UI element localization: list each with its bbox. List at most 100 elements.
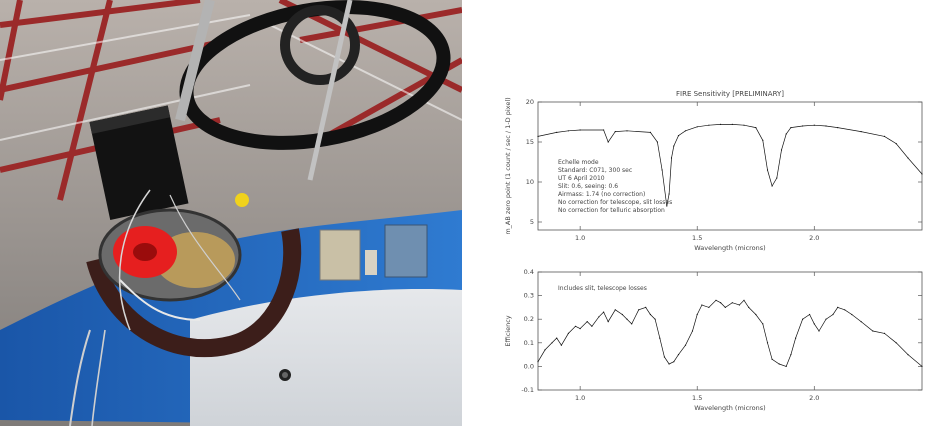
- data-point: [626, 130, 628, 132]
- data-point: [670, 157, 673, 159]
- data-point: [666, 205, 668, 207]
- data-point: [844, 309, 846, 311]
- x-axis-label: Wavelength (microns): [694, 244, 765, 252]
- data-point: [638, 309, 640, 311]
- data-point: [579, 129, 581, 131]
- data-point: [837, 306, 839, 308]
- data-point: [883, 135, 886, 137]
- data-point: [591, 325, 593, 327]
- data-point: [743, 299, 745, 301]
- data-point: [659, 337, 661, 339]
- data-point: [895, 143, 897, 145]
- data-point: [663, 356, 665, 358]
- data-point: [785, 365, 787, 367]
- data-point: [907, 157, 909, 159]
- data-point: [743, 124, 745, 126]
- data-point: [780, 149, 783, 151]
- chart-frame-1: [537, 271, 923, 391]
- data-point: [708, 306, 710, 308]
- data-point: [684, 344, 687, 346]
- data-point: [720, 302, 722, 304]
- data-point: [607, 141, 609, 143]
- data-point: [813, 323, 815, 325]
- data-point: [921, 173, 923, 175]
- data-point: [895, 342, 897, 344]
- y-axis-label: m_AB zero point (1 count / sec / 1-D pix…: [504, 97, 512, 234]
- data-point: [603, 129, 605, 131]
- data-point: [762, 139, 764, 141]
- data-point: [755, 127, 757, 129]
- data-point: [567, 332, 569, 334]
- data-point: [631, 323, 633, 325]
- y-axis-label: Efficiency: [504, 315, 512, 346]
- data-point: [837, 127, 839, 129]
- data-point: [556, 131, 558, 133]
- x-tick-label: 2.0: [809, 234, 819, 242]
- data-point: [614, 131, 616, 133]
- y-tick-label: 0.3: [524, 292, 534, 300]
- data-point: [626, 318, 628, 320]
- data-point: [785, 133, 787, 135]
- data-point: [778, 363, 780, 365]
- y-tick-label: -0.1: [521, 386, 534, 394]
- data-point: [645, 306, 647, 308]
- data-point: [677, 135, 680, 137]
- data-point: [724, 306, 726, 308]
- data-point: [832, 313, 834, 316]
- y-tick-label: 0.0: [524, 362, 534, 370]
- chart-annotation: No correction for telescope, slit losses: [558, 199, 672, 206]
- data-point: [731, 302, 733, 304]
- chart-annotation: Airmass: 1.74 (no correction): [558, 191, 645, 198]
- series-line-1: [537, 299, 923, 367]
- data-point: [567, 130, 569, 132]
- data-point: [776, 177, 778, 179]
- data-point: [691, 330, 694, 332]
- y-tick-label: 5: [530, 218, 534, 226]
- data-point: [673, 361, 675, 363]
- chart-annotation: Standard: C071, 300 sec: [558, 167, 632, 174]
- telescope-photo-illustration: [0, 0, 462, 426]
- data-point: [860, 131, 862, 133]
- data-point: [738, 304, 740, 306]
- x-axis-label: Wavelength (microns): [694, 404, 765, 412]
- data-point: [614, 309, 616, 311]
- data-point: [668, 193, 670, 195]
- data-point: [560, 344, 562, 346]
- data-point: [795, 337, 797, 339]
- data-point: [586, 321, 588, 323]
- data-point: [621, 313, 623, 316]
- data-point: [771, 358, 773, 360]
- y-tick-label: 10: [526, 178, 534, 186]
- data-point: [673, 145, 675, 147]
- data-point: [668, 363, 670, 365]
- data-point: [701, 304, 703, 306]
- fire-sensitivity-charts: FIRE Sensitivity [PRELIMINARY] 1.0 1.5 2.0 W…: [470, 0, 927, 426]
- data-point: [579, 328, 581, 330]
- chart-annotation: Includes slit, telescope losses: [558, 285, 647, 292]
- x-tick-label: 1.5: [692, 234, 702, 242]
- y-tick-label: 0.4: [524, 268, 534, 276]
- data-point: [598, 316, 600, 318]
- data-point: [654, 318, 656, 320]
- data-point: [684, 130, 687, 132]
- data-point: [790, 127, 792, 129]
- data-point: [661, 169, 663, 171]
- data-point: [656, 141, 658, 143]
- data-point: [696, 126, 698, 128]
- data-point: [607, 321, 609, 323]
- y-tick-label: 15: [526, 138, 534, 146]
- chart-annotation: Echelle mode: [558, 159, 599, 166]
- data-point: [825, 318, 827, 320]
- data-point: [748, 306, 750, 308]
- data-point: [537, 135, 539, 137]
- data-point: [731, 123, 733, 125]
- data-point: [544, 349, 546, 351]
- data-point: [790, 354, 792, 356]
- chart-annotation: Slit: 0.6, seeing: 0.6: [558, 183, 618, 190]
- y-tick-label: 0.1: [524, 339, 534, 347]
- chart-title: FIRE Sensitivity [PRELIMINARY]: [676, 90, 784, 98]
- x-tick-label: 1.0: [575, 394, 585, 402]
- data-point: [802, 125, 804, 127]
- y-tick-label: 20: [526, 98, 534, 106]
- data-point: [715, 299, 717, 301]
